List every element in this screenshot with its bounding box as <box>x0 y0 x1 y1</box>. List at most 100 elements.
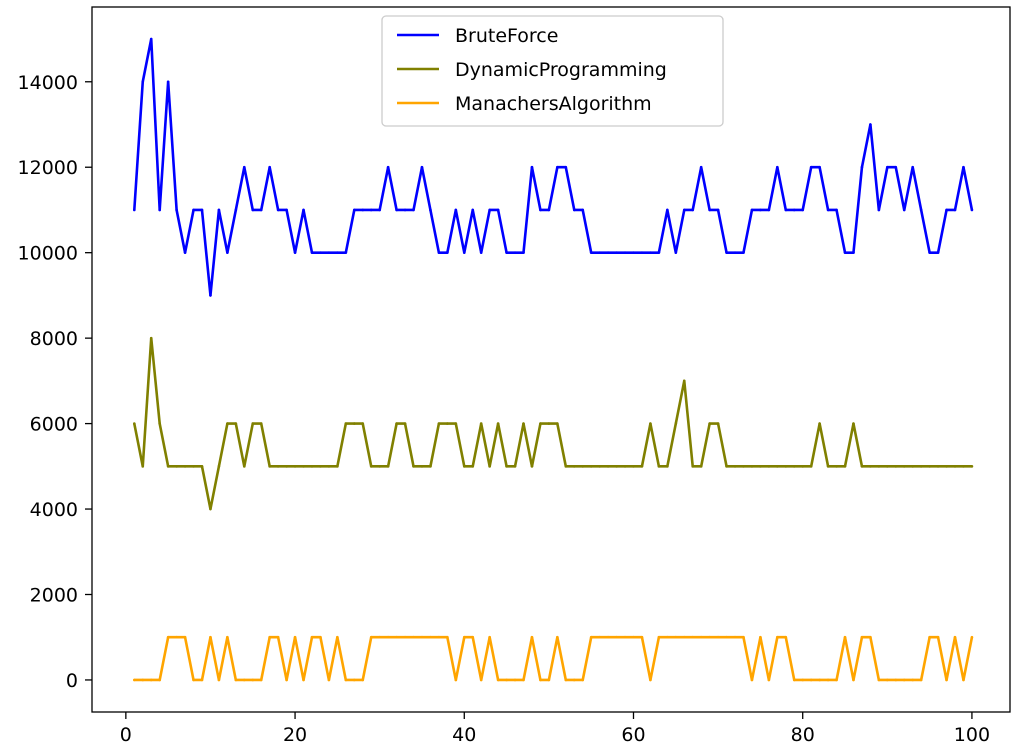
data-point-manachersalgorithm <box>471 635 475 639</box>
data-point-bruteforce <box>589 251 593 254</box>
data-point-dynamicprogramming <box>911 465 914 468</box>
data-point-dynamicprogramming <box>226 422 229 425</box>
data-point-bruteforce <box>336 251 339 254</box>
data-point-dynamicprogramming <box>615 465 618 468</box>
data-point-dynamicprogramming <box>200 465 204 468</box>
data-point-bruteforce <box>386 165 390 169</box>
data-point-manachersalgorithm <box>657 635 661 639</box>
data-point-manachersalgorithm <box>759 635 762 639</box>
data-point-bruteforce <box>217 208 221 212</box>
data-point-manachersalgorithm <box>953 635 957 639</box>
legend-box <box>381 15 724 127</box>
data-point-dynamicprogramming <box>708 422 711 425</box>
data-point-dynamicprogramming <box>674 422 678 425</box>
data-point-bruteforce <box>928 251 931 254</box>
plot-frame <box>91 6 1011 713</box>
data-point-bruteforce <box>632 251 635 254</box>
data-point-bruteforce <box>437 251 441 254</box>
data-point-manachersalgorithm <box>640 635 644 639</box>
data-point-dynamicprogramming <box>725 465 728 468</box>
data-point-manachersalgorithm <box>589 635 593 639</box>
data-point-dynamicprogramming <box>319 465 322 468</box>
data-point-dynamicprogramming <box>759 465 762 468</box>
data-point-bruteforce <box>547 208 551 212</box>
data-point-dynamicprogramming <box>378 465 381 468</box>
data-point-bruteforce <box>209 294 212 297</box>
y-tick-label: 14000 <box>18 72 78 94</box>
data-point-dynamicprogramming <box>183 465 187 468</box>
data-point-manachersalgorithm <box>276 635 280 639</box>
data-point-manachersalgorithm <box>259 678 263 682</box>
series-line-manachersalgorithm <box>134 635 974 682</box>
data-point-manachersalgorithm <box>911 678 914 682</box>
y-tick-label: 12000 <box>18 157 78 179</box>
data-point-dynamicprogramming <box>589 465 593 468</box>
data-point-manachersalgorithm <box>336 635 339 639</box>
data-point-dynamicprogramming <box>158 422 161 425</box>
data-point-bruteforce <box>175 208 178 212</box>
data-point-bruteforce <box>869 123 872 126</box>
data-point-manachersalgorithm <box>556 635 559 639</box>
data-point-manachersalgorithm <box>945 678 948 682</box>
data-point-dynamicprogramming <box>818 422 821 425</box>
data-point-manachersalgorithm <box>877 678 881 682</box>
data-point-manachersalgorithm <box>572 678 576 682</box>
data-point-bruteforce <box>462 251 466 254</box>
data-point-bruteforce <box>319 251 322 254</box>
data-point-bruteforce <box>369 208 373 212</box>
legend-label-dynamicprogramming: DynamicProgramming <box>455 59 667 81</box>
data-point-manachersalgorithm <box>183 635 187 639</box>
data-point-bruteforce <box>479 251 483 254</box>
data-point-manachersalgorithm <box>513 678 517 682</box>
data-point-dynamicprogramming <box>699 465 703 468</box>
data-point-dynamicprogramming <box>928 465 931 468</box>
data-point-manachersalgorithm <box>496 678 500 682</box>
data-point-dynamicprogramming <box>133 422 136 425</box>
data-point-dynamicprogramming <box>310 465 314 468</box>
data-point-bruteforce <box>141 80 145 84</box>
data-point-bruteforce <box>572 208 576 212</box>
data-point-bruteforce <box>919 208 923 212</box>
data-point-manachersalgorithm <box>742 635 745 639</box>
data-point-manachersalgorithm <box>446 635 449 639</box>
data-point-manachersalgorithm <box>293 635 297 639</box>
data-point-manachersalgorithm <box>217 678 221 682</box>
data-point-bruteforce <box>513 251 517 254</box>
data-point-bruteforce <box>936 251 940 254</box>
data-point-dynamicprogramming <box>902 465 906 468</box>
x-tick-label: 20 <box>283 724 307 746</box>
data-point-bruteforce <box>953 208 957 212</box>
data-point-dynamicprogramming <box>513 465 517 468</box>
data-point-manachersalgorithm <box>319 635 322 639</box>
data-point-manachersalgorithm <box>919 678 923 682</box>
data-point-dynamicprogramming <box>835 465 838 468</box>
data-point-manachersalgorithm <box>767 678 771 682</box>
data-point-dynamicprogramming <box>776 465 779 468</box>
data-point-dynamicprogramming <box>293 465 297 468</box>
data-point-manachersalgorithm <box>454 678 458 682</box>
data-point-dynamicprogramming <box>606 465 610 468</box>
data-point-bruteforce <box>699 165 703 169</box>
data-point-manachersalgorithm <box>792 678 796 682</box>
data-point-dynamicprogramming <box>192 465 195 468</box>
data-point-dynamicprogramming <box>860 465 864 468</box>
data-point-dynamicprogramming <box>386 465 390 468</box>
data-point-manachersalgorithm <box>733 635 737 639</box>
data-point-dynamicprogramming <box>352 422 356 425</box>
data-point-bruteforce <box>192 208 195 212</box>
data-point-dynamicprogramming <box>826 465 830 468</box>
data-point-dynamicprogramming <box>276 465 280 468</box>
data-point-bruteforce <box>183 251 187 254</box>
data-point-dynamicprogramming <box>733 465 737 468</box>
data-point-bruteforce <box>378 208 381 212</box>
data-point-bruteforce <box>750 208 754 212</box>
data-point-bruteforce <box>691 208 695 212</box>
data-point-bruteforce <box>759 208 762 212</box>
data-point-manachersalgorithm <box>835 678 838 682</box>
data-point-bruteforce <box>556 165 559 169</box>
data-point-dynamicprogramming <box>505 465 508 468</box>
data-point-bruteforce <box>716 208 720 212</box>
data-point-dynamicprogramming <box>251 422 255 425</box>
data-point-bruteforce <box>742 251 745 254</box>
data-point-bruteforce <box>801 208 805 212</box>
